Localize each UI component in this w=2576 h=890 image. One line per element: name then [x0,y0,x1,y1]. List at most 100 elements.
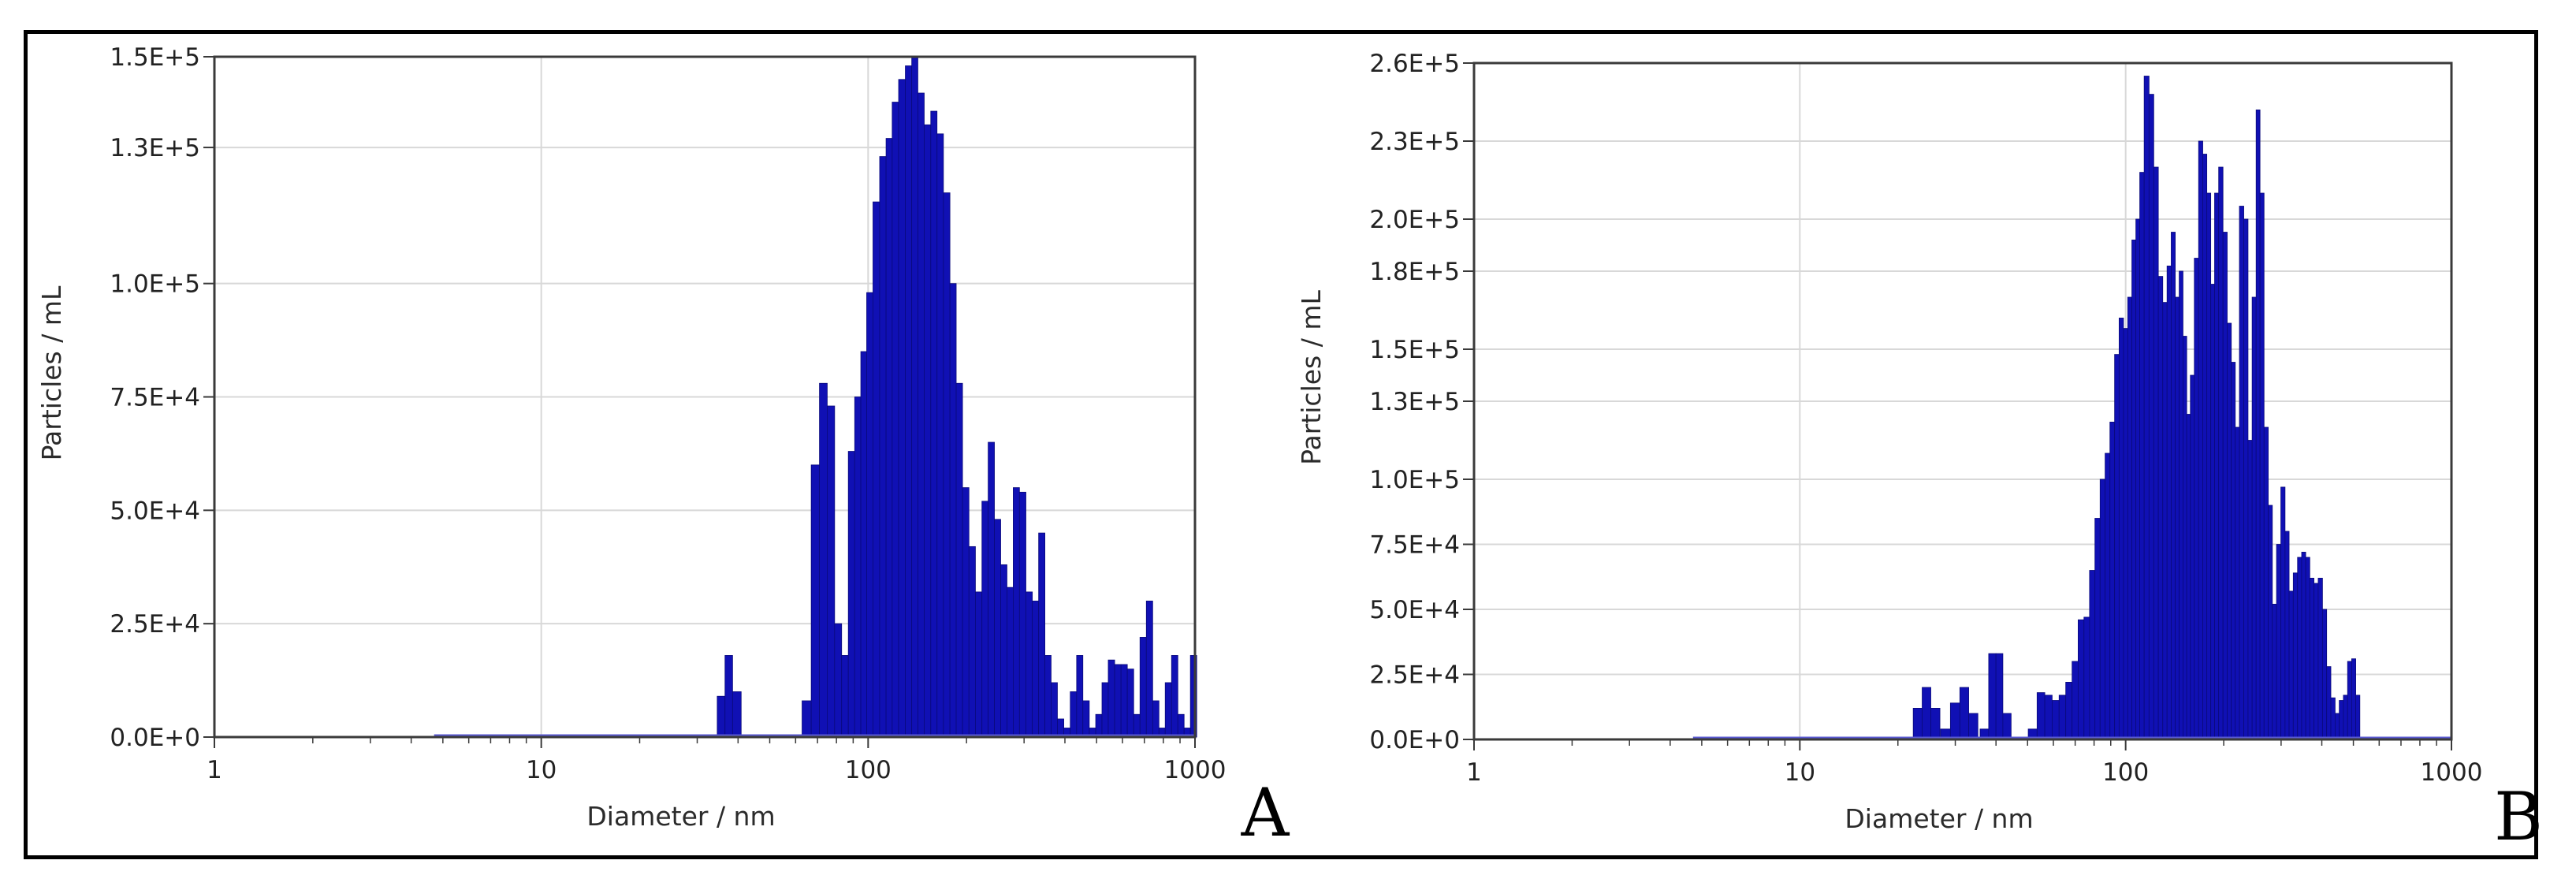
bar [2321,609,2328,740]
panel-label: A [1241,774,1290,851]
bar [2355,694,2361,740]
bar [2243,218,2249,740]
x-tick-label: 1000 [2421,758,2483,787]
bar [962,487,970,738]
bar [2099,479,2106,740]
bar [2347,661,2352,740]
bar [994,519,1001,738]
bar [1051,682,1058,738]
bar [988,441,995,738]
bar [1007,587,1014,738]
bar [2114,354,2120,740]
bar [2305,557,2310,740]
y-tick-label: 1.8E+5 [1369,258,1460,286]
bar [2276,544,2281,740]
bar [2272,604,2277,740]
bar [2052,700,2060,740]
bar [2239,206,2244,740]
y-tick-label: 5.0E+4 [1369,596,1460,624]
bar [1107,659,1115,738]
bar [1949,702,1960,740]
bar [2190,374,2195,740]
y-tick-label: 7.5E+4 [110,384,200,412]
bar [2148,94,2154,740]
bar [981,501,989,738]
bar [2339,700,2344,740]
y-tick-label: 1.0E+5 [110,270,200,299]
bar [2235,426,2240,740]
bar [2171,232,2176,740]
bar [2343,694,2348,740]
bar [1114,664,1122,738]
chart-panel-a: 0.0E+0 2.5E+4 5.0E+4 7.5E+4 1.0E+5 1.3E+5 1.5E… [36,43,1290,851]
bar [2131,239,2137,740]
bar [2284,531,2290,740]
x-tick-label: 10 [1785,758,1815,787]
bar [860,351,867,738]
bar [724,655,733,738]
bar [911,56,918,738]
bar [1126,668,1134,738]
y-tick-label: 1.3E+5 [110,134,200,162]
bar [1044,655,1052,738]
bar [2065,682,2073,740]
bar [892,102,899,738]
bar [2194,258,2199,740]
bar [2083,616,2090,740]
bar [968,546,976,738]
bar [1032,601,1040,738]
bar [2280,486,2286,740]
y-tick-label: 1.5E+5 [1369,336,1460,364]
bar [847,451,855,738]
bar [2351,658,2356,740]
bar [841,655,849,738]
bar [2157,276,2164,740]
bar [2072,661,2079,740]
bar [936,133,944,738]
x-tick-label: 1000 [1164,756,1227,784]
bar [2123,328,2128,740]
y-tick-label: 2.0E+5 [1369,206,1460,234]
x-tick-label: 100 [2102,758,2149,787]
bar [1164,682,1172,738]
bar [1018,491,1026,738]
bar [2109,422,2116,740]
bar [1145,601,1153,738]
bar [1988,653,1997,740]
bar [2044,694,2053,740]
bar [802,700,812,738]
bar [2210,284,2215,740]
y-tick-label: 1.0E+5 [1369,466,1460,494]
bar [2259,192,2265,740]
bar [2317,578,2323,740]
bar [1082,700,1090,738]
bar [2251,296,2257,740]
bar [2218,166,2224,740]
bar [2268,505,2273,740]
bar [949,283,957,738]
y-tick-label: 5.0E+4 [110,497,200,525]
bar [2143,76,2150,740]
bar [2179,270,2183,740]
bar [1095,713,1103,738]
bar [854,397,862,738]
y-tick-label: 7.5E+4 [1369,531,1460,560]
bar [2247,440,2253,740]
bar [2231,362,2236,740]
bar [1922,687,1931,740]
bar [1995,653,2004,740]
figure-frame [24,30,2538,859]
y-axis-title: Particles / mL [36,285,67,460]
bar [2094,518,2101,740]
bar [905,65,913,738]
x-tick-label: 10 [526,756,557,784]
bar [1152,700,1160,738]
bar [2263,426,2269,740]
bar [885,138,893,738]
bar [2314,583,2319,740]
y-tick-label: 0.0E+0 [1369,726,1460,754]
bar [1177,713,1185,738]
y-tick-label: 1.3E+5 [1369,388,1460,416]
y-tick-label: 0.0E+0 [110,724,200,752]
